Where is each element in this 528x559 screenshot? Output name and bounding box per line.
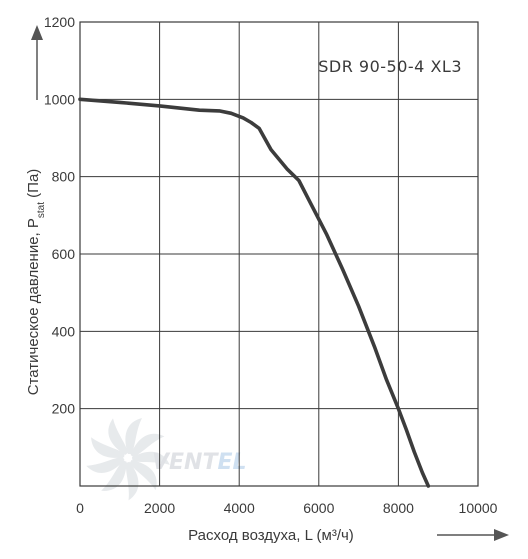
watermark-brand-a: VENT	[152, 450, 219, 475]
y-tick-label: 1000	[44, 91, 75, 107]
y-tick-label: 200	[52, 401, 76, 417]
x-tick-label: 4000	[224, 500, 255, 516]
y-tick-label: 600	[52, 246, 76, 262]
y-tick-label: 400	[52, 323, 76, 339]
ventel-fan-icon: VENTEL	[86, 418, 247, 501]
svg-text:VENTEL: VENTEL	[152, 450, 247, 475]
performance-curve-1	[78, 97, 431, 488]
x-tick-label: 2000	[144, 500, 175, 516]
y-tick-labels: 200 400 600 800 1000 1200	[44, 14, 75, 417]
grid	[80, 22, 478, 486]
x-tick-label: 6000	[303, 500, 334, 516]
x-tick-label: 10000	[459, 500, 498, 516]
plot-frame	[79, 21, 479, 487]
y-tick-label: 1200	[44, 14, 75, 30]
curves	[78, 97, 431, 488]
y-axis-label: Статическое давление, Pstat (Па)	[25, 169, 47, 396]
x-tick-label: 0	[76, 500, 84, 516]
watermark-brand-b: EL	[217, 450, 246, 475]
x-axis-arrow	[437, 529, 509, 541]
x-axis-label: Расход воздуха, L (м³/ч)	[188, 527, 354, 544]
y-axis-arrow	[31, 25, 43, 100]
x-tick-label: 8000	[383, 500, 414, 516]
x-tick-labels: 0 2000 4000 6000 8000 10000	[76, 500, 498, 516]
y-tick-label: 800	[52, 169, 76, 185]
plot-border	[79, 21, 479, 487]
chart-title: SDR 90-50-4 XL3	[318, 57, 462, 76]
